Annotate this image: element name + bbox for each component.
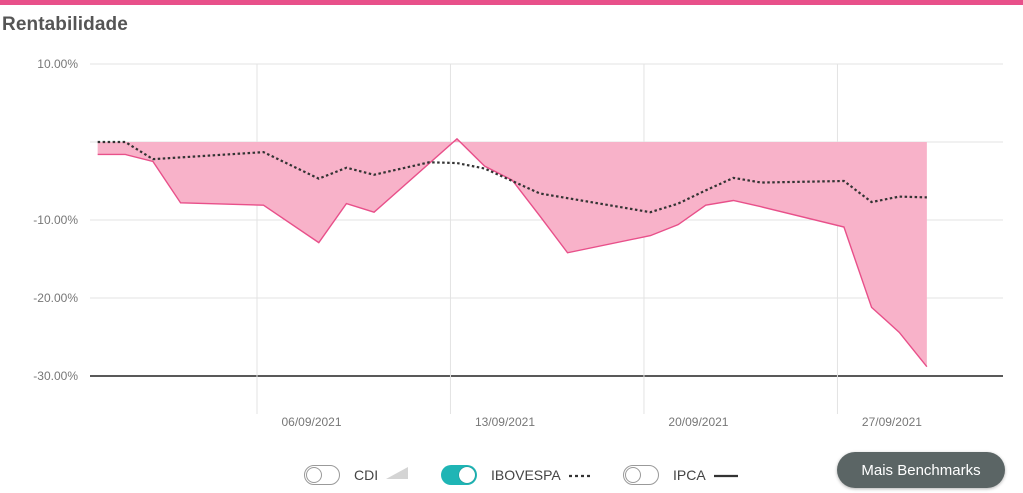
return-line	[97, 137, 928, 368]
cdi-toggle[interactable]	[304, 465, 340, 485]
legend-label-ipca: IPCA	[673, 467, 706, 483]
legend-label-ibovespa: IBOVESPA	[491, 467, 561, 483]
more-benchmarks-button[interactable]: Mais Benchmarks	[837, 452, 1005, 488]
toggle-knob	[625, 466, 641, 483]
y-tick-label: -30.00%	[33, 369, 78, 383]
x-tick-label: 13/09/2021	[475, 415, 535, 429]
x-tick-label: 27/09/2021	[862, 415, 922, 429]
legend-item-cdi[interactable]: CDI	[304, 462, 409, 488]
page-title: Rentabilidade	[2, 14, 128, 35]
area-triangle-icon	[386, 466, 409, 485]
legend-item-ipca[interactable]: IPCA	[623, 462, 738, 488]
y-tick-label: 10.00%	[37, 57, 78, 71]
ipca-toggle[interactable]	[623, 465, 659, 485]
benchmark-legend: CDI IBOVESPA IPCA	[0, 462, 1023, 488]
y-tick-label: -10.00%	[33, 213, 78, 227]
return-chart: 10.00% -10.00% -20.00% -30.00% 06/09/2021 13…	[33, 57, 1003, 429]
toggle-knob	[459, 467, 475, 483]
legend-item-ibovespa[interactable]: IBOVESPA	[441, 462, 591, 488]
x-tick-label: 06/09/2021	[281, 415, 341, 429]
ibovespa-line	[97, 140, 927, 214]
y-tick-label: -20.00%	[33, 291, 78, 305]
ibovespa-toggle[interactable]	[441, 465, 477, 485]
return-area	[97, 138, 927, 367]
top-accent-bar	[0, 0, 1023, 5]
toggle-knob	[306, 466, 322, 483]
solid-line-icon	[713, 466, 738, 484]
dashed-line-icon	[568, 466, 591, 484]
legend-label-cdi: CDI	[354, 467, 379, 483]
x-tick-label: 20/09/2021	[668, 415, 728, 429]
